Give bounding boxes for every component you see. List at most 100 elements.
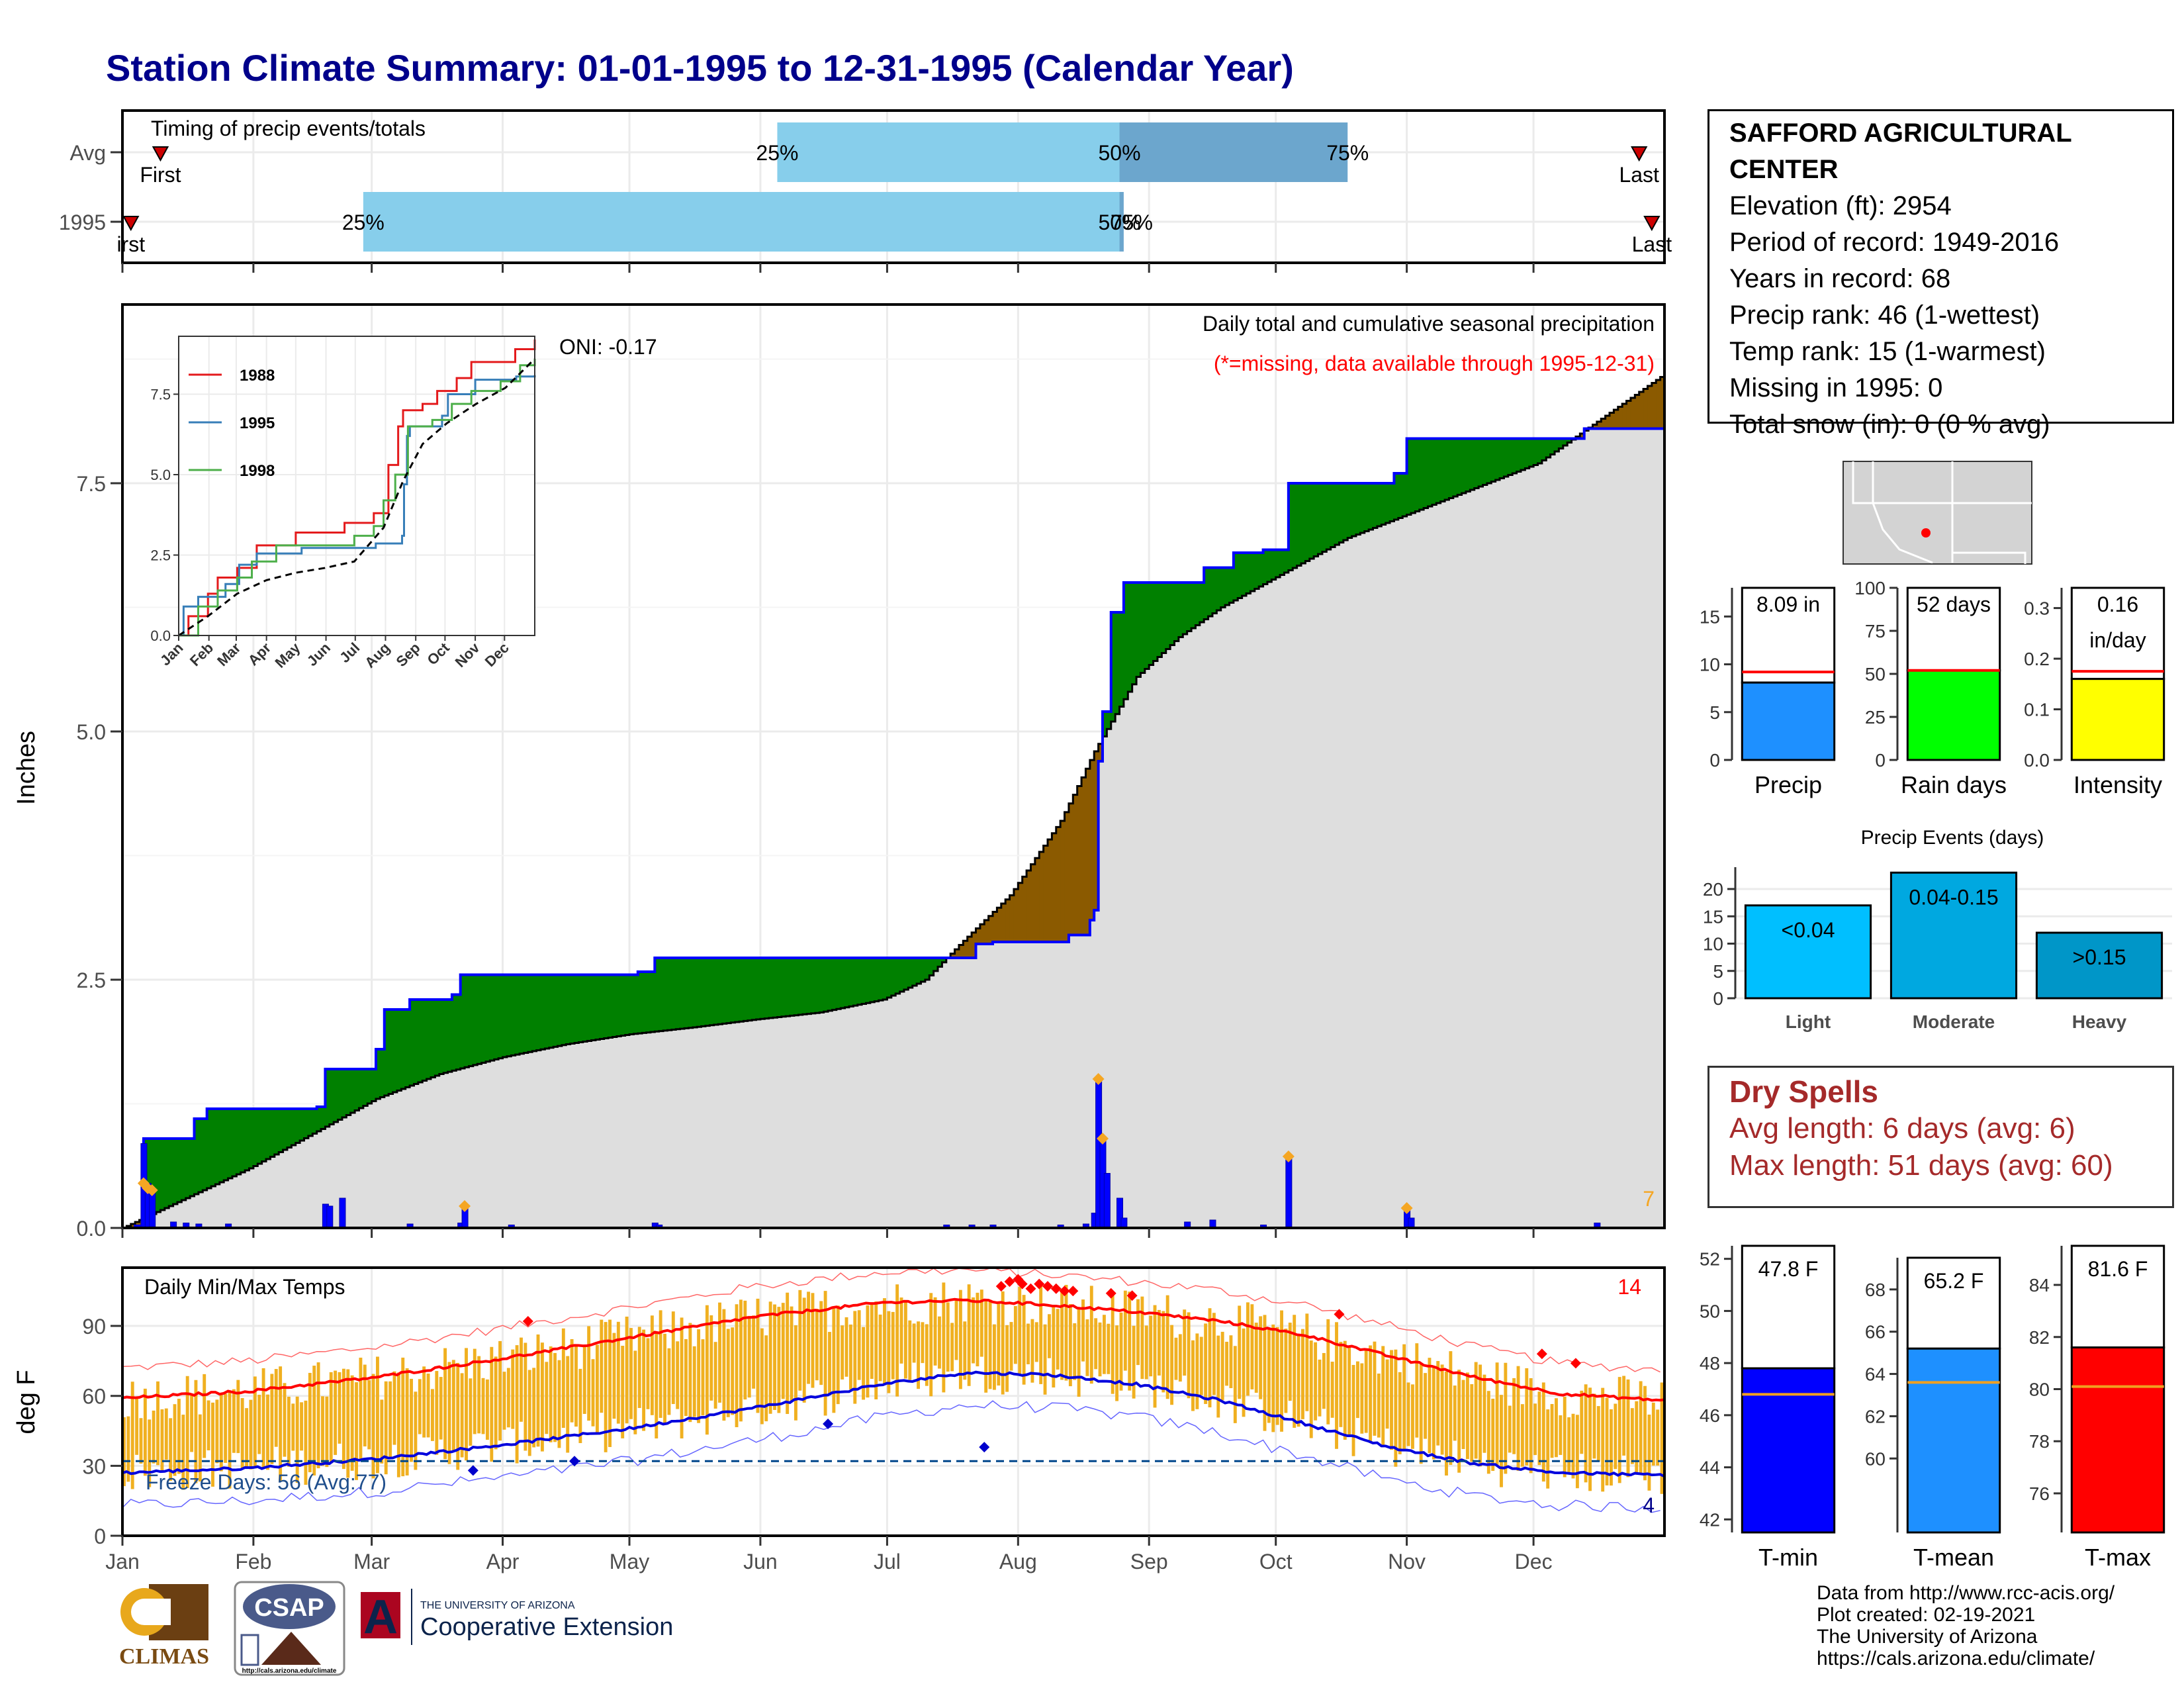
daily-temp-bar bbox=[595, 1344, 599, 1434]
departure-segment bbox=[739, 958, 744, 1022]
daily-temp-bar bbox=[1123, 1290, 1127, 1371]
daily-precip-bar bbox=[1120, 1217, 1128, 1229]
mini-bar-label: T-mean bbox=[1913, 1544, 1994, 1571]
daily-temp-bar bbox=[566, 1356, 570, 1453]
departure-segment bbox=[1373, 483, 1378, 528]
departure-segment bbox=[713, 958, 719, 1025]
mini-bar-frame bbox=[1741, 1244, 1836, 1370]
departure-segment bbox=[245, 1109, 250, 1170]
daily-temp-bar bbox=[903, 1300, 907, 1379]
departure-segment bbox=[815, 958, 820, 1013]
daily-temp-bar bbox=[925, 1324, 929, 1386]
daily-temp-bar bbox=[908, 1320, 912, 1380]
mini-bar-y-tick-label: 46 bbox=[1700, 1405, 1720, 1426]
mini-bar-y-tick-label: 0 bbox=[1709, 750, 1720, 771]
departure-segment bbox=[1013, 889, 1019, 942]
departure-segment bbox=[929, 958, 934, 976]
timing-last-label: Last bbox=[1619, 163, 1659, 187]
departure-segment bbox=[203, 1119, 208, 1190]
daily-temp-bar bbox=[1081, 1299, 1085, 1362]
daily-temp-bar bbox=[1622, 1376, 1626, 1456]
departure-segment bbox=[1085, 769, 1091, 935]
precip-y-tick-label: 7.5 bbox=[77, 472, 106, 496]
daily-temp-bar bbox=[527, 1370, 531, 1456]
departure-segment bbox=[1445, 438, 1450, 500]
departure-segment bbox=[731, 958, 736, 1023]
daily-temp-bar bbox=[1453, 1385, 1457, 1441]
daily-temp-bar bbox=[853, 1311, 857, 1404]
record-low-marker bbox=[569, 1456, 580, 1467]
daily-temp-bar bbox=[540, 1342, 544, 1452]
departure-segment bbox=[608, 974, 614, 1038]
departure-segment bbox=[1622, 404, 1627, 429]
daily-temp-bar bbox=[866, 1305, 870, 1398]
departure-segment bbox=[1651, 383, 1657, 429]
daily-temp-bar bbox=[1630, 1408, 1634, 1464]
daily-temp-bar bbox=[380, 1399, 384, 1464]
departure-segment bbox=[1508, 438, 1513, 475]
departure-segment bbox=[1550, 438, 1555, 455]
daily-temp-bar bbox=[570, 1339, 574, 1423]
daily-temp-bar bbox=[709, 1315, 713, 1401]
extreme-precip-marker bbox=[1400, 1202, 1413, 1214]
record-high-marker bbox=[1017, 1278, 1028, 1289]
mini-bar-y-tick-label: 44 bbox=[1700, 1458, 1720, 1478]
daily-temp-bar bbox=[198, 1414, 202, 1482]
departure-segment bbox=[841, 958, 846, 1008]
daily-temp-bar bbox=[912, 1323, 916, 1363]
daily-temp-bar bbox=[1614, 1403, 1617, 1470]
daily-temp-bar bbox=[295, 1396, 299, 1483]
mini-bar-value bbox=[1906, 669, 2001, 761]
daily-temp-bar bbox=[266, 1394, 269, 1470]
daily-temp-bar bbox=[1275, 1327, 1279, 1425]
departure-segment bbox=[600, 974, 605, 1039]
departure-segment bbox=[612, 974, 617, 1037]
departure-segment bbox=[629, 974, 635, 1035]
events-bar-label: 0.04-0.15 bbox=[1909, 885, 1998, 909]
daily-temp-bar bbox=[756, 1298, 760, 1413]
daily-temp-bar bbox=[1495, 1362, 1499, 1466]
daily-temp-bar bbox=[549, 1346, 553, 1442]
daily-temp-bar bbox=[777, 1307, 781, 1413]
departure-segment bbox=[1656, 380, 1661, 429]
departure-segment bbox=[718, 958, 723, 1025]
departure-segment bbox=[701, 958, 706, 1027]
departure-segment bbox=[671, 958, 676, 1030]
daily-precip-bar bbox=[1285, 1156, 1293, 1229]
temps-x-tick-label: Jan bbox=[105, 1550, 140, 1573]
mini-bar-frame bbox=[1741, 586, 1836, 684]
departure-segment bbox=[1098, 743, 1103, 761]
daily-temp-bar bbox=[304, 1400, 308, 1485]
daily-temp-bar bbox=[1601, 1387, 1605, 1492]
daily-temp-bar bbox=[1132, 1325, 1136, 1399]
daily-temp-bar bbox=[1550, 1403, 1554, 1458]
ua-logo-letter: A bbox=[363, 1591, 398, 1644]
daily-temp-bar bbox=[1199, 1336, 1203, 1395]
departure-segment bbox=[1596, 422, 1602, 429]
departure-segment bbox=[1043, 845, 1048, 942]
departure-segment bbox=[735, 958, 740, 1022]
departure-segment bbox=[1064, 812, 1069, 942]
daily-temp-bar bbox=[190, 1393, 194, 1452]
departure-segment bbox=[857, 958, 862, 1005]
daily-temp-bar bbox=[435, 1371, 439, 1455]
departure-segment bbox=[1318, 483, 1323, 554]
daily-temp-bar bbox=[553, 1352, 557, 1442]
daily-temp-bar bbox=[1128, 1291, 1132, 1391]
departure-segment bbox=[819, 958, 825, 1013]
departure-segment bbox=[667, 958, 672, 1031]
daily-temp-bar bbox=[152, 1410, 156, 1464]
departure-segment bbox=[1030, 864, 1036, 942]
inset-border bbox=[178, 336, 535, 636]
mini-bar-y-tick-label: 82 bbox=[2029, 1327, 2050, 1348]
record-high-marker bbox=[1050, 1283, 1062, 1294]
mini-bar-y-tick-label: 0.3 bbox=[2024, 598, 2050, 619]
daily-temp-bar bbox=[764, 1335, 768, 1422]
avg-cumulative-area bbox=[122, 374, 1664, 1228]
oni-annotation: ONI: -0.17 bbox=[559, 335, 657, 359]
departure-segment bbox=[1314, 483, 1319, 557]
departure-segment bbox=[798, 958, 803, 1015]
departure-segment bbox=[1639, 392, 1644, 429]
departure-segment bbox=[663, 958, 668, 1031]
